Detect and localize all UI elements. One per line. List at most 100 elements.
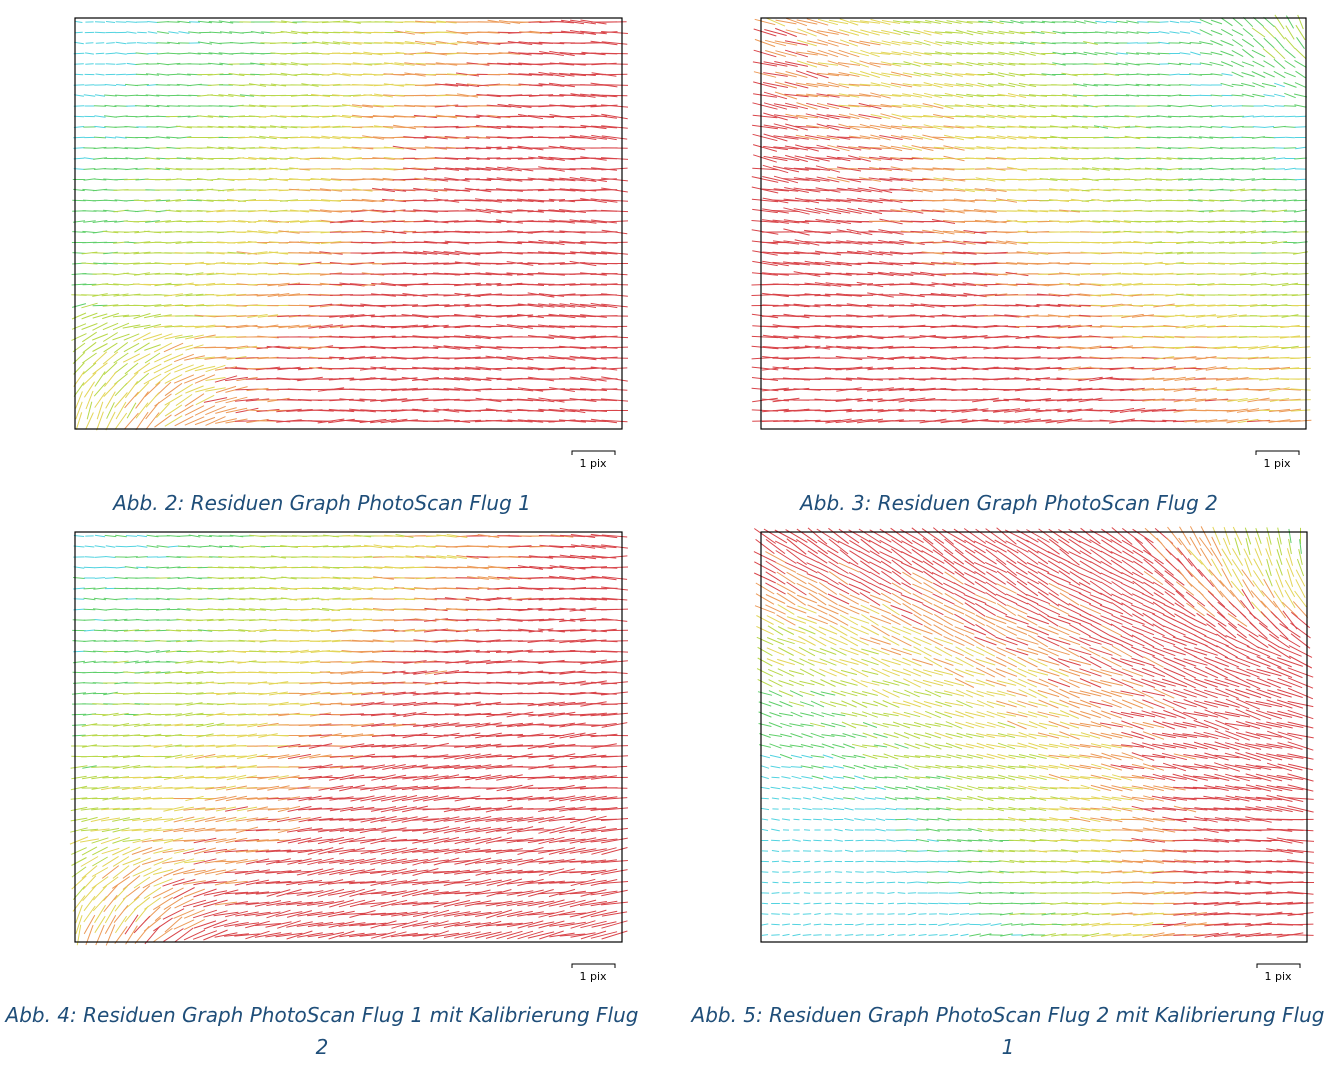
residual-vector [859, 135, 881, 140]
residual-vector [997, 156, 1016, 161]
residual-vector [496, 314, 523, 318]
residual-vector [196, 115, 214, 118]
residual-vector [144, 272, 161, 276]
residual-vector [301, 83, 319, 87]
residual-vector [228, 566, 245, 569]
residual-vector [456, 566, 479, 569]
residual-vector [1189, 104, 1202, 108]
residual-vector [496, 303, 523, 308]
residual-vector [1189, 63, 1202, 65]
residual-vector [114, 681, 128, 685]
residual-vector [277, 314, 301, 318]
residual-vector [466, 650, 490, 653]
residual-vector [965, 157, 985, 160]
residual-vector [476, 167, 501, 171]
residual-vector [1237, 356, 1259, 360]
residual-vector [850, 29, 869, 36]
residual-vector [1136, 31, 1150, 34]
residual-vector [1198, 210, 1214, 212]
residual-vector [144, 671, 161, 674]
residual-vector [144, 352, 161, 364]
residual-vector [227, 188, 246, 192]
residual-vector [146, 566, 159, 569]
residual-vector [157, 31, 169, 34]
residual-vector [1242, 16, 1254, 28]
residual-vector [993, 408, 1020, 413]
residual-vector [838, 49, 860, 58]
residual-vector [1025, 366, 1051, 371]
residual-vector [783, 240, 810, 245]
residual-vector [921, 168, 945, 170]
residual-vector [331, 62, 352, 66]
residual-vector [423, 324, 449, 329]
residual-vector [591, 544, 617, 549]
residual-vector [1056, 398, 1083, 402]
residual-vector [363, 544, 383, 549]
residual-vector [227, 251, 246, 255]
residual-vector [373, 178, 394, 181]
residual-vector [433, 408, 460, 413]
residual-vector [259, 157, 277, 160]
residual-vector [1238, 304, 1258, 307]
residual-vector [321, 135, 341, 140]
residual-vector [763, 112, 788, 121]
residual-vector [414, 177, 437, 182]
residual-vector [1112, 303, 1132, 308]
residual-vector [446, 534, 468, 538]
residual-vector [974, 219, 997, 224]
residual-vector [1272, 199, 1287, 202]
residual-vector [1158, 41, 1170, 45]
residual-vector [941, 283, 967, 286]
residual-vector [911, 145, 934, 151]
residual-vector [932, 229, 955, 235]
residual-vector [1048, 188, 1070, 192]
residual-vector [1049, 209, 1069, 213]
residual-vector [973, 293, 998, 297]
residual-vector [1219, 189, 1235, 191]
residual-vector [846, 366, 873, 371]
residual-vector [350, 325, 375, 328]
residual-vector [784, 40, 809, 46]
residual-vector [352, 188, 373, 192]
residual-vector [321, 576, 341, 580]
residual-vector [125, 535, 138, 537]
residual-vector [1283, 220, 1297, 223]
residual-vector [248, 167, 267, 171]
residual-vector [432, 377, 461, 381]
residual-vector [860, 29, 880, 36]
residual-vector [518, 113, 543, 120]
residual-vector [785, 71, 808, 78]
residual-vector [1237, 346, 1259, 349]
residual-vector [164, 394, 183, 406]
residual-vector [1231, 83, 1244, 87]
residual-vector [402, 701, 428, 707]
residual-vector [580, 198, 607, 203]
residual-vector [300, 146, 320, 150]
residual-vector [1031, 31, 1045, 34]
residual-vector [1291, 346, 1310, 349]
residual-vector [247, 671, 268, 674]
residual-vector [238, 105, 256, 107]
residual-vector [1079, 345, 1102, 350]
residual-vector [570, 251, 596, 255]
residual-vector [342, 146, 362, 150]
residual-vector [1273, 47, 1286, 60]
residual-vector [207, 608, 224, 611]
residual-vector [92, 313, 108, 319]
residual-vector [1006, 219, 1028, 224]
residual-vector [103, 262, 118, 265]
residual-vector [817, 49, 839, 58]
residual-vector [154, 178, 172, 181]
residual-vector [537, 209, 566, 213]
residual-vector [1221, 17, 1233, 27]
residual-vector [752, 397, 778, 403]
residual-vector [1232, 17, 1243, 27]
residual-vector [976, 124, 995, 130]
residual-vector [476, 124, 501, 130]
residual-vector [772, 261, 800, 266]
residual-vector [763, 155, 788, 162]
residual-vector [538, 608, 565, 611]
residual-vector [259, 62, 277, 66]
residual-vector [1063, 21, 1076, 23]
residual-vector [454, 701, 481, 707]
